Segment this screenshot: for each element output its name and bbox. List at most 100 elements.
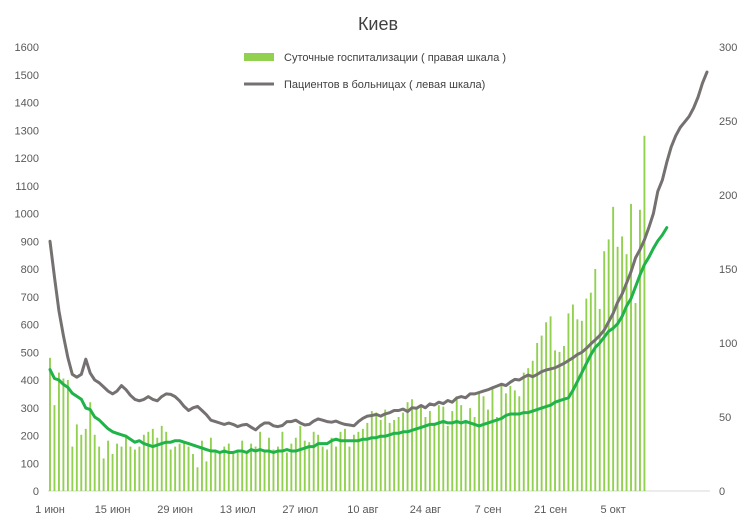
hospitalization-bar [415,408,418,491]
x-axis-tick-label: 21 сен [534,504,567,516]
hospitalization-bar [129,446,132,491]
hospitalization-bar [567,313,570,491]
hospitalization-bar [214,449,217,491]
hospitalization-bar [116,443,118,491]
hospitalization-bar [527,368,530,491]
hospitalization-bar [437,405,440,491]
hospitalization-bar [285,452,288,491]
hospitalization-bar [357,431,360,491]
hospitalization-bar [522,372,525,491]
hospitalization-bar [160,425,163,491]
hospitalization-bar [366,422,369,491]
hospitalization-bar [80,434,83,491]
hospitalization-bar [411,399,413,491]
hospitalization-bar [616,246,619,491]
hospitalization-bar [406,402,409,491]
hospitalization-bar [263,449,266,491]
hospitalization-bar [531,360,534,491]
hospitalization-bar [375,412,378,491]
hospitalization-bar [196,467,199,491]
hospitalization-bar [151,428,154,491]
hospitalization-bar [487,409,489,491]
left-axis-tick-label: 0 [33,486,39,498]
hospitalization-bar [335,446,337,491]
hospitalization-bar [187,446,190,491]
hospitalization-bar [348,446,351,491]
left-axis-tick-label: 700 [21,292,39,304]
hospitalization-bar [93,434,96,491]
hospitalization-bar [178,443,181,491]
left-axis-tick-label: 200 [21,431,39,443]
x-axis-tick-label: 13 июл [220,504,256,516]
hospitalization-bar [388,422,391,491]
hospitalization-bar [165,431,168,491]
hospitalization-bar [482,396,485,491]
hospitalization-bar [361,428,364,491]
hospitalization-bar [352,434,355,491]
hospitalization-bar [326,449,329,491]
hospitalization-bar [612,206,615,491]
legend-bar-swatch [244,53,274,61]
hospitalization-bar [254,446,257,491]
hospitalization-bar [504,393,507,491]
hospitalization-bar [142,434,145,491]
hospitalization-bar [576,319,579,491]
hospitalization-bar [241,440,244,491]
hospitalization-bar [455,396,458,491]
hospitalization-bar [464,422,467,491]
hospitalization-bar [232,451,235,491]
hospitalization-bar [339,431,342,491]
legend-bar-label: Суточные госпитализации ( правая шкала ) [284,52,506,64]
hospitalization-bar [272,449,275,491]
hospitalization-bar [250,443,253,491]
left-axis-tick-label: 1100 [15,181,39,193]
x-axis: 1 июн 15 июн 29 июн 13 июл 27 июл 10 авг 24 ав… [35,490,710,516]
hospitalization-bar [469,408,472,491]
hospitalization-bar [639,209,641,492]
hospitalization-bar [496,417,498,491]
right-axis-tick-label: 100 [719,338,737,350]
hospitalization-bar [62,378,65,491]
right-axis-tick-label: 200 [719,190,737,202]
legend: Суточные госпитализации ( правая шкала )… [244,52,506,91]
right-axis-tick-label: 0 [719,486,725,498]
hospitalization-bar [513,390,516,491]
left-axis-tick-label: 1300 [15,125,39,137]
hospitalization-bar [201,440,203,491]
chart-title: Киев [358,14,398,34]
x-axis-tick-label: 1 июн [35,504,65,516]
hospitalization-bar [75,424,78,491]
hospitalization-bar [321,446,324,491]
hospitalization-bar [491,387,494,491]
left-axis-tick-label: 1400 [15,98,39,110]
hospitalization-bar [384,409,387,491]
hospitalization-bar [558,351,561,491]
bar-series [49,135,646,492]
x-axis-tick-label: 15 июн [95,504,131,516]
right-axis: 0 50 100 150 200 250 300 [719,42,737,498]
left-axis-tick-label: 1500 [15,70,39,82]
hospitalization-bar [169,449,172,491]
left-axis-tick-label: 1000 [15,209,39,221]
patients-in-hospital-line [48,70,709,432]
x-axis-tick-label: 7 сен [475,504,502,516]
legend-line-label: Пациентов в больницах ( левая шкала) [284,79,485,91]
hospitalization-bar [205,461,208,491]
hospitalization-bar [133,449,136,491]
hospitalization-bar [630,203,632,491]
hospitalization-bar [451,411,454,491]
hospitalization-bar [500,384,503,491]
hospitalization-bar [446,425,449,491]
left-axis-tick-label: 400 [21,375,39,387]
hospitalization-bar [156,437,159,491]
hospitalization-bar [317,434,320,491]
right-axis-tick-label: 50 [719,412,731,424]
x-axis-tick-label: 27 июл [282,504,318,516]
hospitalization-bar [473,417,476,491]
left-axis-tick-label: 1600 [15,42,39,54]
hospitalization-bar [290,443,293,491]
hospitalization-bar [236,449,239,491]
hospitalization-bar [209,437,212,491]
hospitalization-bar [518,396,521,491]
